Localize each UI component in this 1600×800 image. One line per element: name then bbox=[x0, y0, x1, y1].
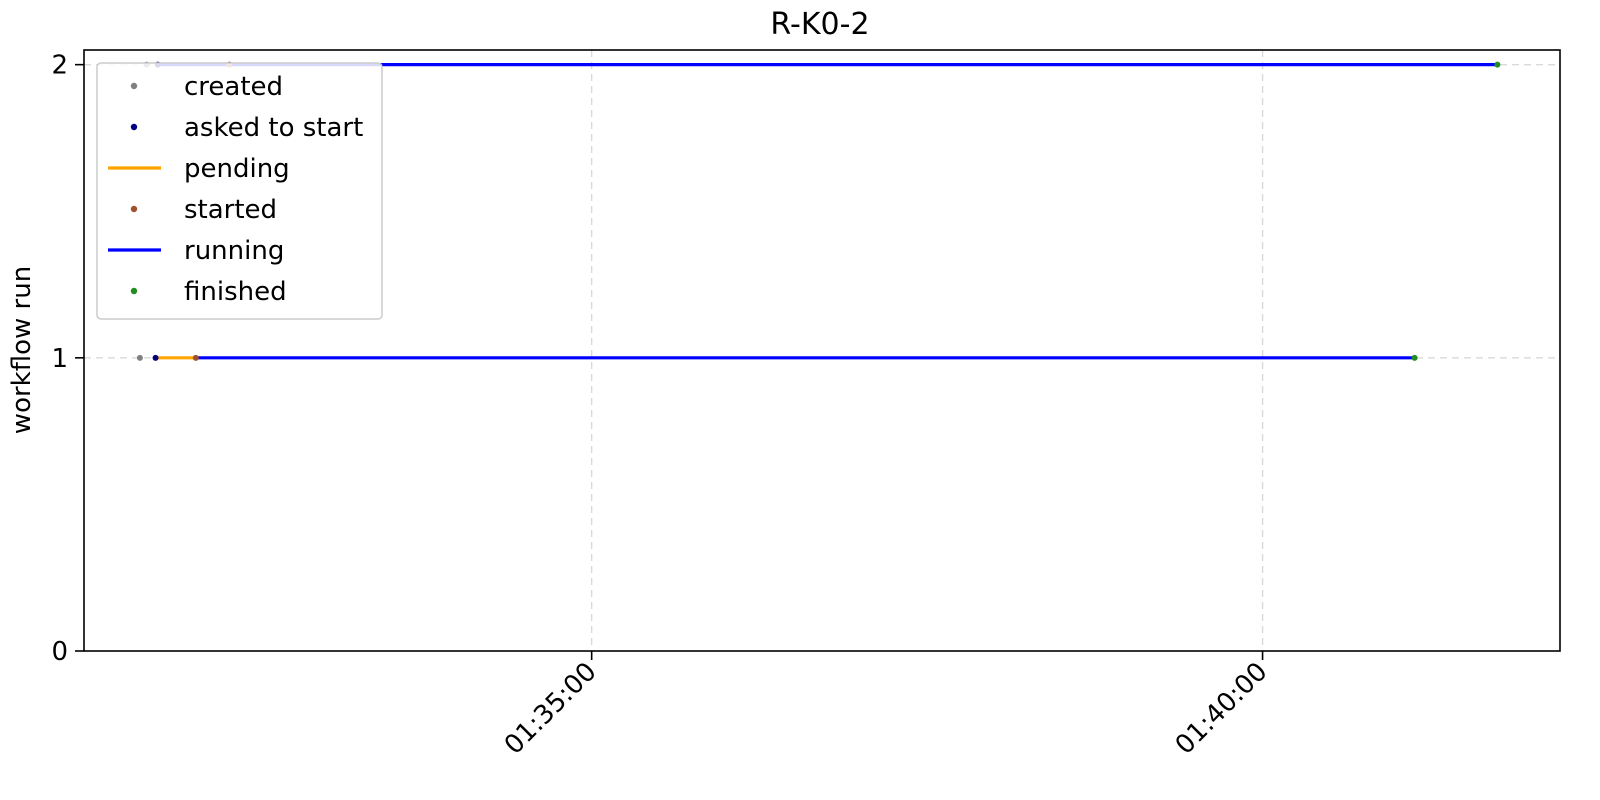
legend: created asked to start pending started runni… bbox=[96, 62, 383, 320]
legend-box bbox=[96, 62, 383, 320]
legend-swatch bbox=[130, 287, 138, 295]
legend-swatch bbox=[130, 82, 138, 90]
finished-point-run-1 bbox=[1411, 354, 1418, 361]
legend-label: finished bbox=[184, 277, 287, 307]
legend-label: asked to start bbox=[184, 113, 363, 143]
y-tick-label: 1 bbox=[51, 344, 68, 374]
legend-label: pending bbox=[184, 154, 290, 184]
x-tick-label: 01:40:00 bbox=[1170, 657, 1274, 761]
legend-label: created bbox=[184, 72, 283, 102]
legend-swatch bbox=[130, 205, 138, 213]
legend-item-started: started bbox=[130, 195, 277, 225]
created-point-run-1 bbox=[136, 354, 143, 361]
legend-swatch bbox=[130, 123, 138, 131]
started-point-run-1 bbox=[192, 354, 199, 361]
legend-label: running bbox=[184, 236, 284, 266]
legend-label: started bbox=[184, 195, 277, 225]
legend-item-asked-to-start: asked to start bbox=[130, 113, 363, 143]
legend-item-created: created bbox=[130, 72, 283, 102]
legend-item-pending: pending bbox=[108, 154, 290, 184]
legend-item-running: running bbox=[108, 236, 284, 266]
finished-point-run-2 bbox=[1494, 61, 1501, 68]
y-axis-label: workflow run bbox=[7, 266, 37, 434]
chart-title: R-K0-2 bbox=[770, 7, 869, 42]
asked-to-start-point-run-1 bbox=[152, 354, 159, 361]
plot-frame bbox=[83, 49, 1561, 652]
legend-item-finished: finished bbox=[130, 277, 287, 307]
x-tick-label: 01:35:00 bbox=[499, 657, 603, 761]
y-tick-label: 2 bbox=[51, 51, 68, 81]
y-tick-label: 0 bbox=[51, 637, 68, 667]
